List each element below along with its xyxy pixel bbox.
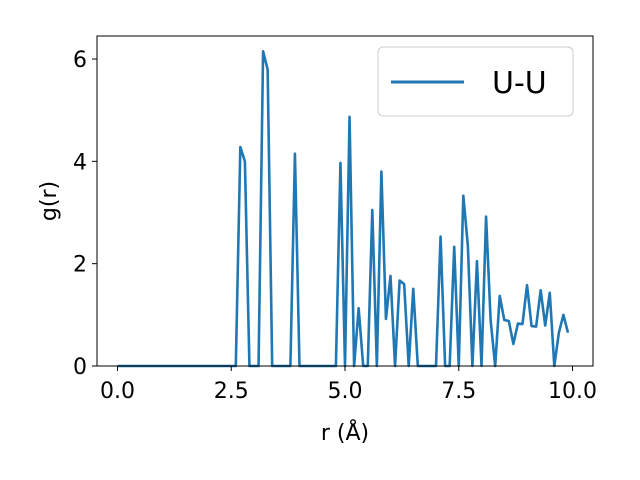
x-tick-label: 10.0 <box>548 379 597 404</box>
legend-label: U-U <box>492 66 547 101</box>
y-axis-ticks: 0 2 4 6 <box>73 48 97 380</box>
legend-box <box>377 46 574 117</box>
x-axis-ticks: 0.0 2.5 5.0 7.5 10.0 <box>100 366 597 404</box>
y-tick-label: 4 <box>73 150 87 175</box>
y-tick-label: 6 <box>73 48 87 73</box>
y-axis-label: g(r) <box>37 181 62 221</box>
x-tick-label: 2.5 <box>214 379 249 404</box>
legend: U-U <box>377 46 574 117</box>
x-tick-label: 0.0 <box>100 379 135 404</box>
x-axis-label: r (Å) <box>321 419 369 446</box>
y-tick-label: 0 <box>73 355 87 380</box>
y-tick-label: 2 <box>73 253 87 278</box>
x-tick-label: 7.5 <box>441 379 476 404</box>
x-tick-label: 5.0 <box>328 379 363 404</box>
